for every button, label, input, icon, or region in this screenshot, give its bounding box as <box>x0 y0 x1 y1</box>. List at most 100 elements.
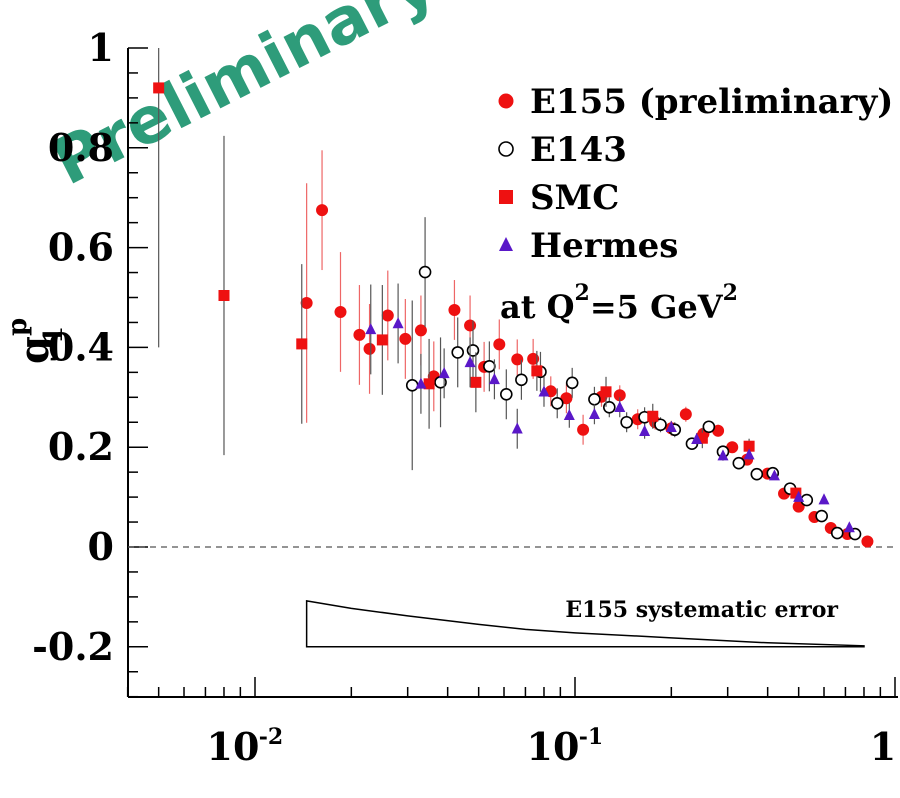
data-point <box>790 487 802 499</box>
y-tick-label: 0.4 <box>48 324 114 369</box>
data-point <box>679 408 692 421</box>
data-point <box>464 319 477 332</box>
legend-label: Hermes <box>530 226 678 266</box>
data-point <box>405 379 419 392</box>
data-point <box>861 535 874 548</box>
y-ticks: 1 0.8 0.6 0.4 0.2 0 -0.2 <box>32 25 148 698</box>
data-point <box>665 420 677 432</box>
data-point <box>365 323 377 335</box>
x-tick-exponent: -1 <box>579 724 603 750</box>
series-e143 <box>405 217 862 541</box>
data-point <box>399 332 412 345</box>
y-tick-label: -0.2 <box>32 624 114 669</box>
data-point <box>647 410 659 422</box>
legend-item: E143 <box>498 130 627 170</box>
data-point <box>392 317 404 329</box>
data-point <box>488 373 500 385</box>
plot-area: 10.80.60.40.20-0.2 10 -2 10 -1 1 E155 system… <box>32 25 898 769</box>
data-point <box>531 365 543 377</box>
data-point <box>702 420 716 434</box>
data-point <box>381 309 394 322</box>
data-point <box>538 385 550 397</box>
data-point <box>588 407 600 420</box>
data-point <box>300 296 313 309</box>
data-point <box>588 392 601 406</box>
data-point <box>415 377 427 389</box>
data-point <box>511 353 524 366</box>
q2-sup2: 2 <box>723 280 738 306</box>
legend-marker <box>499 190 513 204</box>
data-point <box>493 338 506 351</box>
legend-item: Hermes <box>499 226 678 266</box>
legend-marker <box>498 141 514 157</box>
data-point <box>414 324 427 337</box>
data-point <box>743 448 755 460</box>
data-point <box>153 82 165 94</box>
data-series <box>153 48 874 548</box>
data-point <box>750 467 764 481</box>
legend-item: SMC <box>499 178 619 218</box>
legend: E155 (preliminary) E143 SMC Hermes <box>498 82 893 266</box>
data-point <box>620 415 633 429</box>
systematic-error-label: E155 systematic error <box>565 597 838 623</box>
data-point <box>793 490 805 502</box>
legend-marker <box>498 93 514 109</box>
data-point <box>500 388 513 401</box>
x-tick-exponent: -2 <box>259 724 283 750</box>
data-point <box>451 346 465 359</box>
data-point <box>565 376 579 390</box>
data-point <box>654 418 667 432</box>
legend-label: SMC <box>530 178 619 218</box>
legend-item: E155 (preliminary) <box>498 82 893 122</box>
data-point <box>466 344 480 357</box>
data-point <box>696 432 708 444</box>
y-tick-label: 0.8 <box>48 125 114 170</box>
data-point <box>423 378 435 390</box>
data-point <box>527 352 540 365</box>
data-point <box>732 456 746 470</box>
data-point <box>639 424 651 436</box>
data-point <box>218 290 230 302</box>
y-tick-label: 1 <box>88 25 114 70</box>
data-point <box>334 305 347 318</box>
data-point <box>577 423 590 436</box>
legend-label: E155 (preliminary) <box>530 82 893 122</box>
data-point <box>550 396 564 410</box>
y-tick-label: 0.6 <box>48 225 114 270</box>
series-hermes <box>365 283 855 533</box>
data-point <box>600 386 612 398</box>
data-point <box>830 526 844 540</box>
q2-annotation: at Q2=5 GeV2 <box>500 280 738 326</box>
data-point <box>448 303 461 316</box>
data-point <box>296 338 308 350</box>
data-point <box>418 265 432 279</box>
data-point <box>815 509 828 523</box>
y-axis-label: g 1 p <box>3 318 69 364</box>
data-point <box>376 334 388 346</box>
data-point <box>717 449 729 461</box>
y-axis-label-sub: 1 <box>39 326 69 344</box>
legend-label: E143 <box>530 130 627 170</box>
data-point <box>470 376 482 388</box>
x-ticks: 10 -2 10 -1 1 <box>126 677 896 769</box>
data-point <box>363 342 376 355</box>
data-point <box>511 422 523 434</box>
data-point <box>818 493 830 505</box>
series-smc <box>153 48 802 499</box>
data-point <box>691 432 703 444</box>
data-point <box>743 440 755 452</box>
y-axis-label-sup: p <box>3 318 33 336</box>
data-point <box>353 328 366 341</box>
x-tick-label: 10 <box>527 724 580 769</box>
data-point <box>316 204 329 217</box>
data-point <box>563 408 575 421</box>
data-point <box>843 521 855 533</box>
data-point <box>464 356 476 368</box>
y-axis-label-main: g <box>11 336 58 364</box>
legend-marker <box>499 236 513 252</box>
q2-sup1: 2 <box>575 280 590 306</box>
data-point <box>483 360 496 373</box>
x-tick-label: 10 <box>207 724 260 769</box>
y-tick-label: 0 <box>88 524 114 569</box>
